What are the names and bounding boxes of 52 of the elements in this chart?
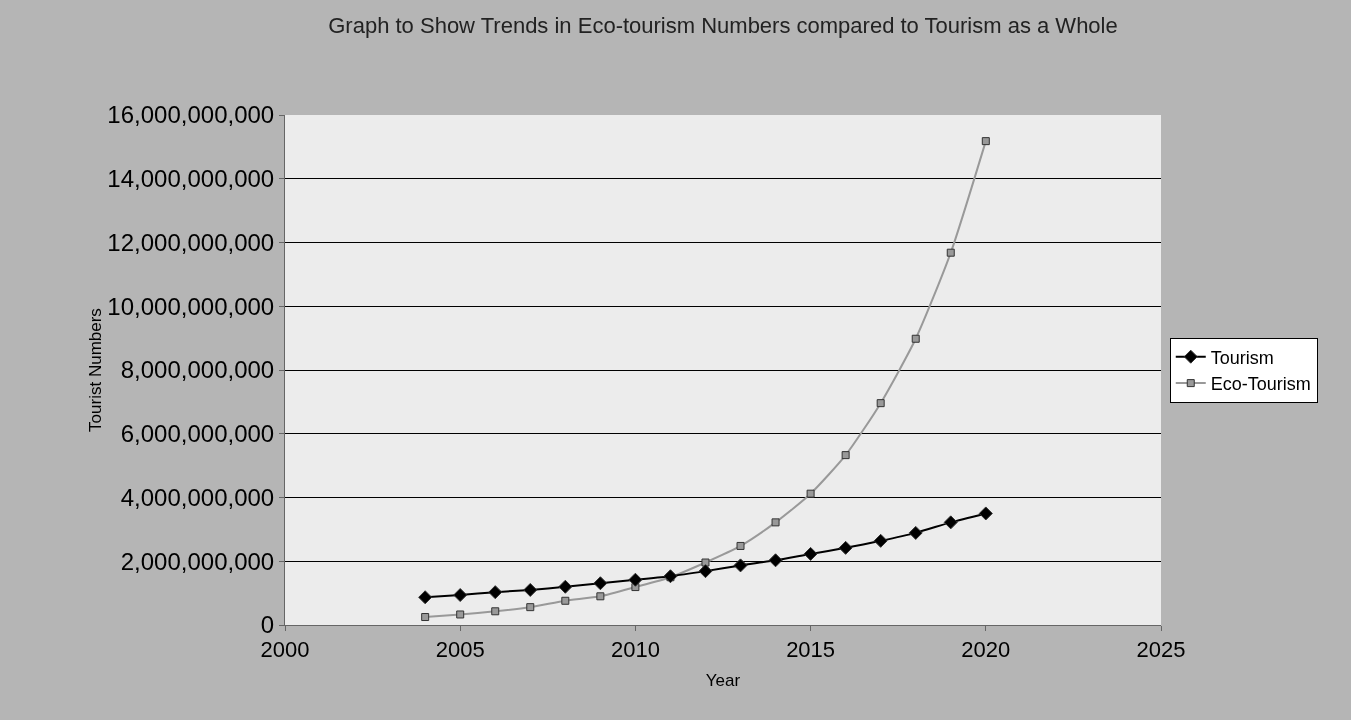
chart-title: Graph to Show Trends in Eco-tourism Numbers compared to Tourism as a Whole bbox=[328, 13, 1118, 39]
x-tick-label: 2015 bbox=[786, 637, 836, 663]
y-tick-label: 12,000,000,000 bbox=[107, 228, 275, 256]
point bbox=[978, 506, 993, 521]
point bbox=[628, 572, 643, 587]
x-tick-label: 2000 bbox=[260, 637, 310, 663]
point bbox=[491, 607, 500, 616]
point bbox=[841, 451, 850, 460]
point bbox=[943, 515, 958, 530]
point bbox=[453, 588, 468, 603]
point bbox=[911, 334, 920, 343]
point bbox=[488, 585, 503, 600]
y-tick-label: 16,000,000,000 bbox=[107, 101, 275, 129]
legend-label: Eco-Tourism bbox=[1210, 374, 1311, 395]
point bbox=[873, 533, 888, 548]
point bbox=[663, 569, 678, 584]
point bbox=[558, 579, 573, 594]
y-tick-label: 6,000,000,000 bbox=[120, 420, 275, 448]
point bbox=[701, 558, 710, 567]
y-tick-label: 10,000,000,000 bbox=[107, 292, 275, 320]
x-tick-label: 2010 bbox=[610, 637, 660, 663]
point bbox=[771, 518, 780, 527]
point bbox=[456, 610, 465, 619]
point bbox=[768, 553, 783, 568]
point bbox=[418, 590, 433, 605]
point bbox=[593, 576, 608, 591]
y-tick-label: 14,000,000,000 bbox=[107, 165, 275, 193]
point bbox=[838, 540, 853, 555]
point bbox=[803, 546, 818, 561]
y-tick-label: 4,000,000,000 bbox=[120, 483, 275, 511]
y-tick-label: 8,000,000,000 bbox=[120, 356, 275, 384]
point bbox=[806, 489, 815, 498]
point bbox=[596, 592, 605, 601]
point bbox=[523, 582, 538, 597]
x-tick-label: 2020 bbox=[961, 637, 1011, 663]
y-tick-label: 2,000,000,000 bbox=[120, 547, 275, 575]
point bbox=[733, 558, 748, 573]
x-axis-title: Year bbox=[705, 671, 741, 690]
point bbox=[561, 596, 570, 605]
point bbox=[736, 541, 745, 550]
point bbox=[421, 613, 430, 622]
x-tick-label: 2025 bbox=[1136, 637, 1186, 663]
point bbox=[908, 525, 923, 540]
point bbox=[526, 603, 535, 612]
x-tick-label: 2005 bbox=[435, 637, 485, 663]
y-axis-title: Tourist Numbers bbox=[86, 308, 106, 432]
point bbox=[981, 137, 990, 146]
point bbox=[946, 248, 955, 257]
legend-label: Tourism bbox=[1210, 347, 1274, 368]
point bbox=[876, 399, 885, 408]
point bbox=[698, 564, 713, 579]
y-tick-label: 0 bbox=[260, 611, 275, 639]
